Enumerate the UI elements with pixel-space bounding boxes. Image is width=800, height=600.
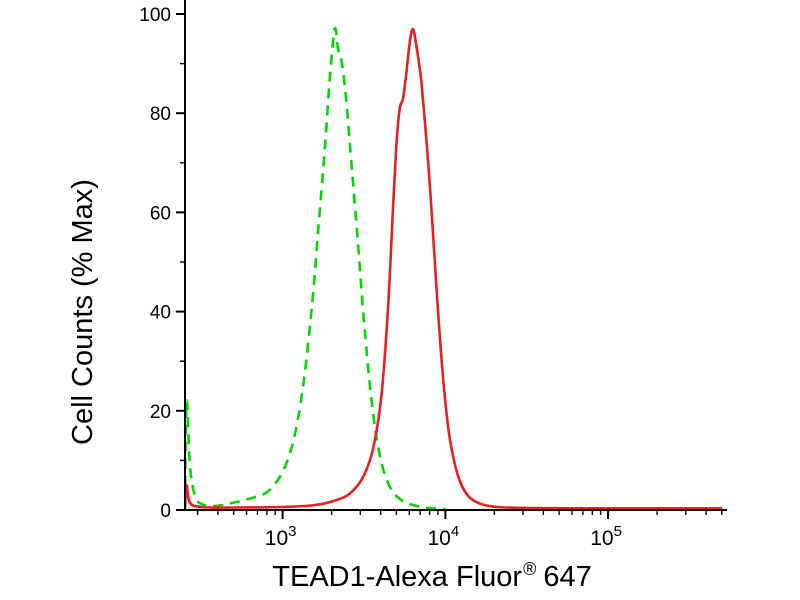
red-solid-curve <box>184 27 722 510</box>
x-tick-label: 104 <box>428 523 460 550</box>
x-axis-title: TEAD1-Alexa Fluor® 647 <box>272 559 591 593</box>
x-axis-title-main: TEAD1-Alexa Fluor <box>272 561 522 593</box>
y-tick-label: 100 <box>139 5 171 26</box>
axes-layer: 103 104 105 0 20 40 60 80 100 <box>139 0 727 550</box>
y-tick-label: 40 <box>150 303 171 324</box>
x-axis-title-tail: 647 <box>543 561 591 593</box>
y-tick-label: 20 <box>150 402 171 423</box>
curves-layer <box>184 26 722 511</box>
y-tick-label: 80 <box>150 104 171 125</box>
x-tick-label: 103 <box>265 523 297 550</box>
x-tick-label: 105 <box>590 523 622 550</box>
y-tick-label: 0 <box>160 501 171 522</box>
y-axis-title: Cell Counts (% Max) <box>67 179 99 445</box>
y-tick-label: 60 <box>150 203 171 224</box>
registered-trademark-symbol: ® <box>523 559 536 579</box>
green-dashed-curve <box>184 26 446 511</box>
